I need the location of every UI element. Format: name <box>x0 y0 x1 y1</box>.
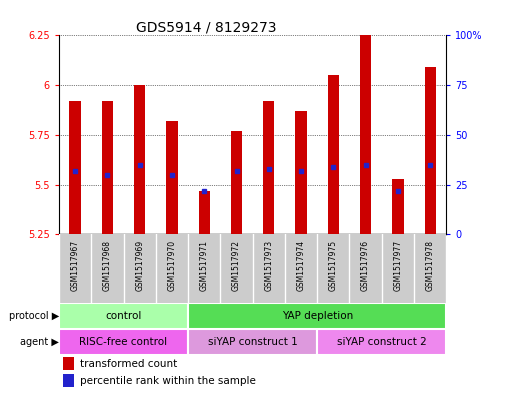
Bar <box>317 329 446 355</box>
Text: control: control <box>105 311 142 321</box>
Title: GDS5914 / 8129273: GDS5914 / 8129273 <box>136 20 277 34</box>
Bar <box>295 111 307 234</box>
Text: transformed count: transformed count <box>80 359 177 369</box>
Text: GSM1517973: GSM1517973 <box>264 240 273 291</box>
Text: GSM1517978: GSM1517978 <box>426 240 435 291</box>
Text: GSM1517971: GSM1517971 <box>200 240 209 291</box>
Bar <box>166 121 177 234</box>
Bar <box>188 329 317 355</box>
Bar <box>63 375 74 387</box>
Text: GSM1517967: GSM1517967 <box>71 240 80 291</box>
Bar <box>360 35 371 234</box>
Bar <box>59 329 188 355</box>
Bar <box>63 357 74 370</box>
Text: GSM1517975: GSM1517975 <box>329 240 338 291</box>
Text: siYAP construct 1: siYAP construct 1 <box>208 337 298 347</box>
Text: GSM1517974: GSM1517974 <box>297 240 306 291</box>
Text: GSM1517970: GSM1517970 <box>167 240 176 291</box>
Bar <box>392 178 404 234</box>
Bar <box>102 101 113 234</box>
Text: GSM1517977: GSM1517977 <box>393 240 402 291</box>
Bar <box>263 101 274 234</box>
Bar <box>59 303 188 329</box>
Text: YAP depletion: YAP depletion <box>282 311 353 321</box>
Text: GSM1517968: GSM1517968 <box>103 240 112 291</box>
Text: percentile rank within the sample: percentile rank within the sample <box>80 376 255 386</box>
Bar <box>69 101 81 234</box>
Text: protocol ▶: protocol ▶ <box>9 311 59 321</box>
Text: GSM1517969: GSM1517969 <box>135 240 144 291</box>
Bar <box>199 191 210 234</box>
Text: RISC-free control: RISC-free control <box>80 337 168 347</box>
Bar <box>425 67 436 234</box>
Bar <box>134 85 145 234</box>
Text: GSM1517972: GSM1517972 <box>232 240 241 291</box>
Bar <box>188 303 446 329</box>
Text: siYAP construct 2: siYAP construct 2 <box>337 337 427 347</box>
Text: agent ▶: agent ▶ <box>20 337 59 347</box>
Bar <box>231 131 242 234</box>
Bar <box>328 75 339 234</box>
Text: GSM1517976: GSM1517976 <box>361 240 370 291</box>
